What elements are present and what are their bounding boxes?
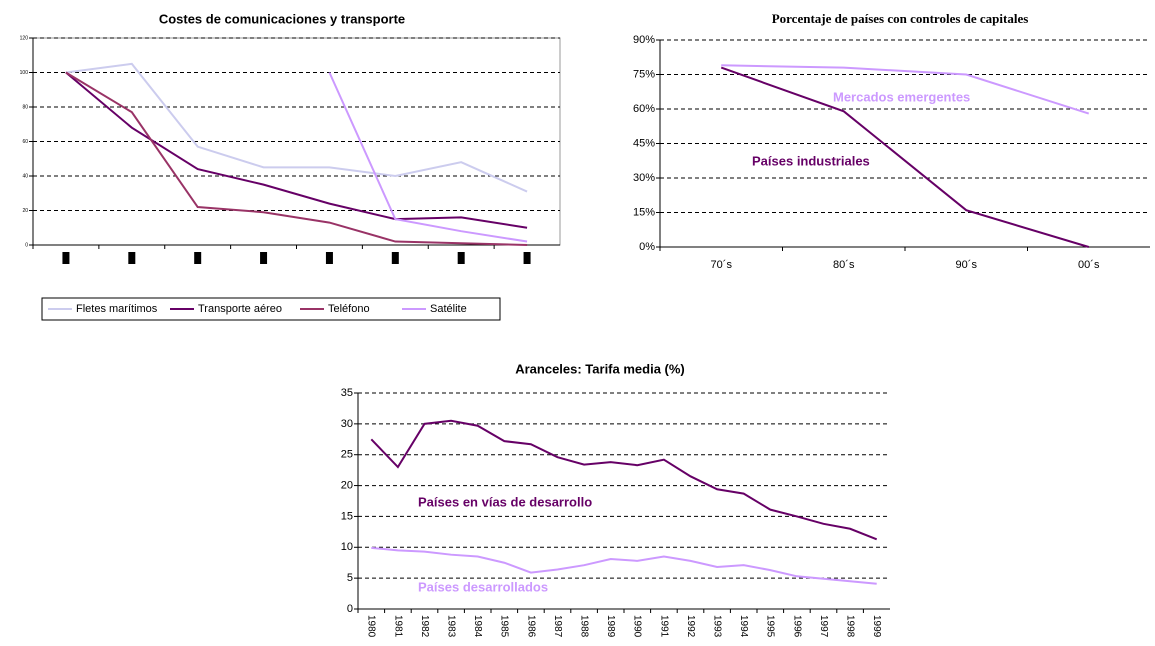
legend-label: Teléfono — [328, 303, 370, 315]
legend-label: Satélite — [430, 303, 467, 315]
x-tick-marker — [62, 252, 70, 264]
chart-title: Costes de comunicaciones y transporte — [159, 11, 405, 26]
x-tick-marker — [391, 252, 399, 264]
x-tick-label: 1987 — [552, 615, 563, 638]
y-tick-label: 25 — [341, 449, 353, 461]
series-line — [65, 62, 528, 193]
x-tick-label: 1988 — [578, 615, 589, 638]
y-tick-label: 0% — [639, 241, 655, 253]
y-tick-label: 120 — [20, 35, 29, 41]
x-tick-label: 1985 — [499, 615, 510, 638]
y-tick-label: 90% — [633, 34, 655, 46]
series-line — [328, 72, 528, 243]
x-tick-label: 1999 — [871, 615, 882, 638]
x-tick-label: 1980 — [366, 615, 377, 638]
x-tick-label: 1990 — [632, 615, 643, 638]
y-tick-label: 15 — [341, 510, 353, 522]
series-line — [721, 64, 1090, 115]
x-tick-label: 1989 — [605, 615, 616, 638]
series-line — [720, 66, 1090, 248]
x-tick-marker — [194, 252, 202, 264]
x-tick-label: 1997 — [818, 615, 829, 638]
y-tick-label: 80 — [22, 104, 28, 110]
x-tick-label: 1984 — [472, 615, 483, 638]
chart-title: Porcentaje de países con controles de ca… — [772, 11, 1029, 26]
series-line — [65, 71, 528, 229]
x-tick-label: 1982 — [419, 615, 430, 638]
legend-box — [41, 297, 501, 321]
x-tick-label: 00´s — [1078, 259, 1100, 271]
legend-label: Fletes marítimos — [76, 303, 158, 315]
x-tick-label: 1983 — [445, 615, 456, 638]
y-tick-label: 0 — [25, 242, 28, 248]
y-tick-label: 40 — [22, 173, 28, 179]
x-tick-label: 1998 — [844, 615, 855, 638]
series-label: Países industriales — [752, 153, 870, 168]
x-tick-label: 1996 — [791, 615, 802, 638]
series-line — [65, 71, 528, 246]
y-tick-label: 20 — [341, 479, 353, 491]
y-tick-label: 10 — [341, 541, 353, 553]
x-tick-marker — [325, 252, 333, 264]
series-label: Países en vías de desarrollo — [418, 494, 592, 509]
x-tick-label: 90´s — [956, 259, 978, 271]
x-tick-label: 1993 — [711, 615, 722, 638]
y-tick-label: 15% — [633, 206, 655, 218]
x-tick-label: 70´s — [711, 259, 733, 271]
y-tick-label: 30 — [341, 418, 353, 430]
x-tick-marker — [457, 252, 465, 264]
x-tick-label: 1992 — [685, 615, 696, 638]
series-label: Mercados emergentes — [833, 89, 970, 104]
x-tick-label: 80´s — [833, 259, 855, 271]
x-tick-label: 1995 — [765, 615, 776, 638]
y-tick-label: 0 — [347, 603, 353, 615]
series-label: Países desarrollados — [418, 579, 548, 594]
x-tick-label: 1986 — [525, 615, 536, 638]
y-tick-label: 5 — [347, 572, 353, 584]
y-tick-label: 75% — [633, 68, 655, 80]
y-tick-label: 60 — [22, 139, 28, 145]
x-tick-marker — [260, 252, 268, 264]
y-tick-label: 100 — [20, 70, 29, 76]
legend-label: Transporte aéreo — [198, 303, 282, 315]
x-tick-marker — [523, 252, 531, 264]
y-tick-label: 30% — [633, 172, 655, 184]
y-tick-label: 45% — [633, 137, 655, 149]
y-tick-label: 60% — [633, 103, 655, 115]
y-tick-label: 35 — [341, 387, 353, 399]
x-tick-label: 1981 — [392, 615, 403, 638]
series-line — [370, 419, 878, 541]
x-tick-label: 1991 — [658, 615, 669, 638]
chart-title: Aranceles: Tarifa media (%) — [515, 361, 685, 376]
x-tick-marker — [128, 252, 136, 264]
series-line — [371, 546, 877, 585]
y-tick-label: 20 — [22, 208, 28, 214]
x-tick-label: 1994 — [738, 615, 749, 638]
